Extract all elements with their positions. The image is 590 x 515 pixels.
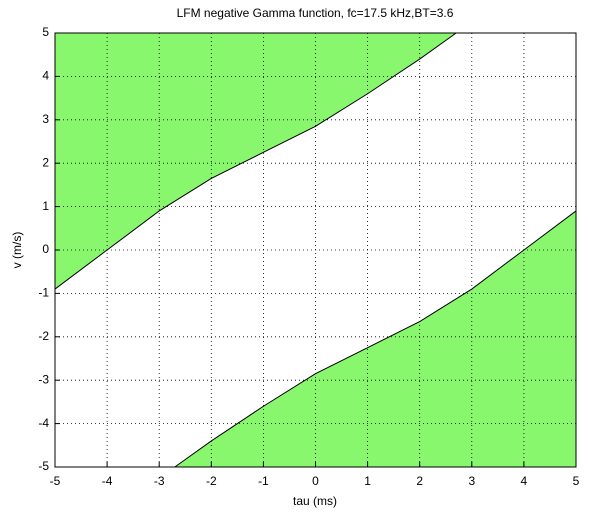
x-tick-label: 2: [416, 474, 423, 488]
x-tick-label: -4: [102, 474, 113, 488]
y-tick-label: 4: [42, 69, 49, 83]
y-tick-label: -3: [38, 372, 49, 386]
filled-region: [174, 210, 576, 467]
plot-frame: [54, 32, 577, 468]
boundary-line: [54, 32, 457, 290]
x-tick-label: -2: [206, 474, 217, 488]
x-tick-label: 5: [573, 474, 580, 488]
y-tick-label: 1: [42, 199, 49, 213]
x-tick-label: -1: [258, 474, 269, 488]
y-tick-label: 3: [42, 112, 49, 126]
y-tick-label: -4: [38, 416, 49, 430]
y-tick-label: 2: [42, 155, 49, 169]
y-tick-label: 0: [42, 242, 49, 256]
x-tick-label: -5: [50, 474, 61, 488]
y-axis-label: v (m/s): [10, 232, 24, 269]
x-tick-label: 1: [364, 474, 371, 488]
y-tick-label: -1: [38, 286, 49, 300]
y-tick-label: 5: [42, 25, 49, 39]
chart-title: LFM negative Gamma function, fc=17.5 kHz…: [177, 6, 454, 20]
x-tick-label: 4: [521, 474, 528, 488]
y-tick-label: -5: [38, 459, 49, 473]
x-tick-label: -3: [154, 474, 165, 488]
x-tick-label: 0: [312, 474, 319, 488]
filled-region: [55, 33, 457, 290]
x-axis-label: tau (ms): [293, 494, 337, 508]
y-tick-label: -2: [38, 329, 49, 343]
x-tick-label: 3: [468, 474, 475, 488]
boundary-line: [174, 210, 577, 468]
